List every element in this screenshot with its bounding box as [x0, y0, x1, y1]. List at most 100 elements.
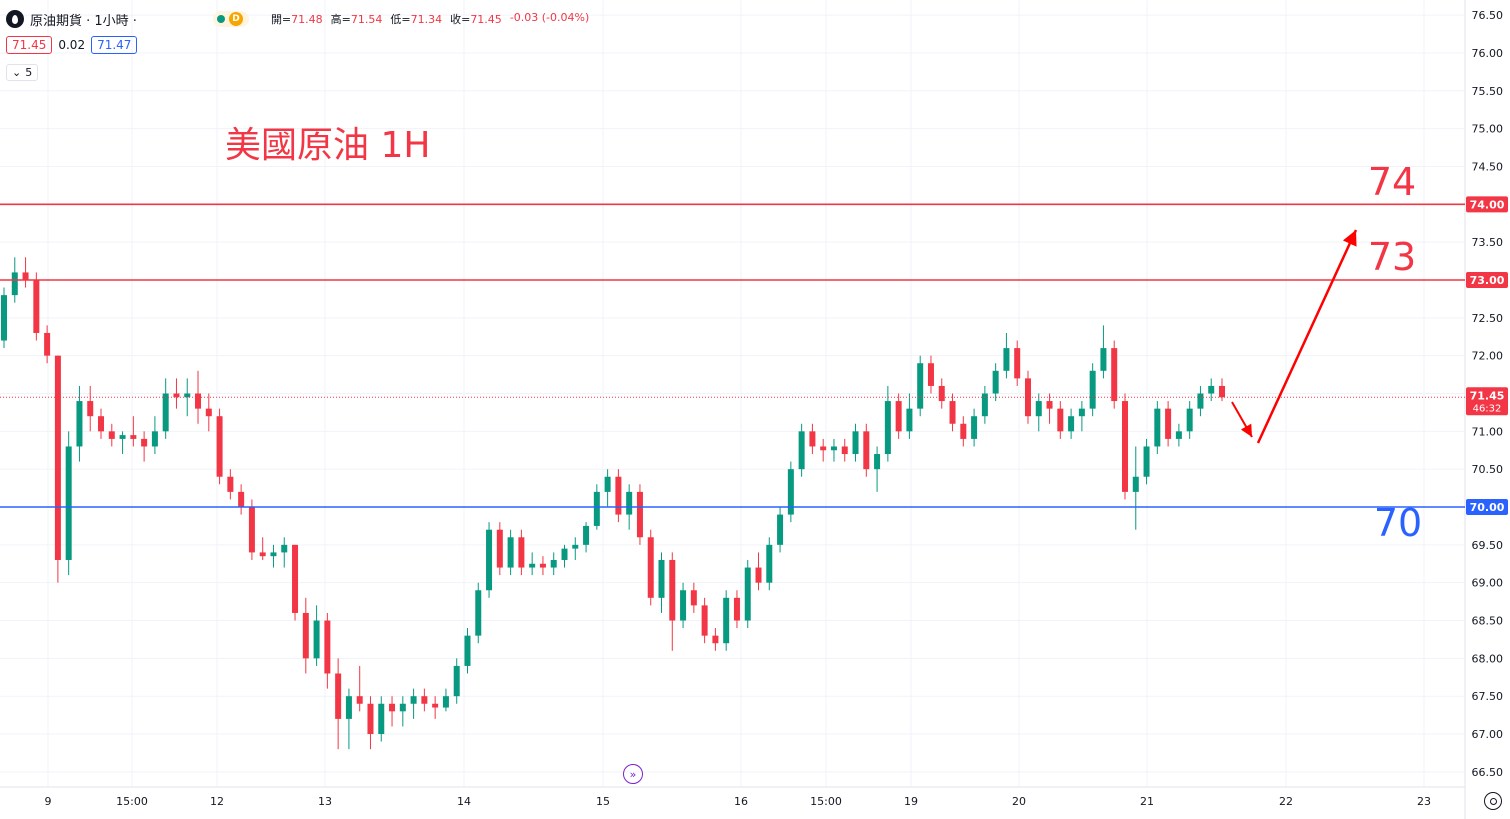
- candle-body: [475, 590, 482, 636]
- ohlc-close: 收=71.45: [450, 13, 502, 26]
- x-tick-label: 9: [45, 795, 52, 808]
- crude-oil-icon: [6, 10, 24, 28]
- candle-body: [539, 563, 546, 568]
- candle-body: [507, 537, 514, 568]
- goto-realtime-icon[interactable]: »: [623, 764, 643, 784]
- candle-body: [292, 544, 299, 613]
- candle-body: [669, 559, 676, 621]
- candle-body: [766, 544, 773, 583]
- market-status[interactable]: D: [212, 11, 249, 27]
- x-tick-label: 19: [904, 795, 918, 808]
- candle-body: [44, 332, 51, 356]
- buy-button[interactable]: 71.47: [91, 36, 138, 54]
- candle-body: [1, 295, 7, 341]
- x-tick-label: 21: [1140, 795, 1154, 808]
- candle-body: [87, 401, 94, 417]
- x-tick-label: 13: [318, 795, 332, 808]
- candle-body: [496, 529, 503, 568]
- candle-body: [1121, 401, 1128, 492]
- candle-body: [464, 635, 471, 666]
- candle-body: [151, 431, 158, 447]
- x-tick-label: 15:00: [116, 795, 148, 808]
- candle-body: [270, 552, 277, 557]
- candle-body: [238, 491, 245, 508]
- level-axis-label: 70.00: [1470, 501, 1505, 514]
- candle-body: [949, 401, 956, 424]
- y-tick-label: 68.00: [1472, 652, 1504, 665]
- candle-body: [162, 393, 169, 432]
- candle-body: [798, 431, 805, 470]
- y-tick-label: 69.00: [1472, 577, 1504, 590]
- indicators-toggle[interactable]: ⌄ 5: [6, 64, 39, 81]
- quote-panel: 71.45 0.02 71.47: [6, 36, 138, 54]
- chevron-down-icon: ⌄: [12, 66, 22, 79]
- candle-body: [33, 279, 40, 333]
- candle-body: [787, 469, 794, 515]
- data-badge: D: [228, 12, 243, 26]
- candle-body: [54, 355, 61, 560]
- candle-body: [453, 665, 460, 697]
- candle-body: [98, 416, 105, 432]
- candle-body: [356, 696, 363, 704]
- ohlc-low: 低=71.34: [390, 13, 443, 26]
- candle-body: [680, 590, 687, 621]
- up-arrow: [1256, 229, 1358, 444]
- symbol-title[interactable]: 原油期貨 · 1小時 ·: [30, 13, 137, 29]
- candle-body: [1014, 348, 1021, 379]
- candle-body: [335, 673, 342, 719]
- candle-body: [701, 605, 708, 636]
- ohlc-high: 高=71.54: [330, 13, 383, 26]
- y-tick-label: 67.50: [1472, 690, 1504, 703]
- candle-body: [830, 446, 837, 451]
- candle-body: [658, 559, 665, 598]
- candle-body: [744, 567, 751, 621]
- y-tick-label: 71.00: [1472, 425, 1504, 438]
- candle-body: [690, 590, 697, 606]
- candle-body: [755, 567, 762, 583]
- candle-body: [820, 446, 827, 451]
- candle-body: [1057, 408, 1064, 432]
- x-tick-label: 14: [457, 795, 471, 808]
- candle-body: [733, 597, 740, 621]
- gear-icon[interactable]: [1484, 792, 1502, 810]
- candle-body: [1089, 370, 1096, 409]
- candle-body: [1024, 378, 1031, 417]
- candle-body: [130, 435, 137, 439]
- y-tick-label: 73.50: [1472, 236, 1504, 249]
- candle-body: [874, 454, 881, 470]
- level-axis-badge: [1466, 271, 1508, 288]
- candle-body: [248, 507, 255, 553]
- y-tick-label: 74.50: [1472, 160, 1504, 173]
- level-annotation-70: 70: [1374, 501, 1422, 545]
- y-tick-label: 72.50: [1472, 312, 1504, 325]
- candle-body: [809, 431, 816, 447]
- candle-body: [1132, 476, 1139, 492]
- candle-body: [960, 423, 967, 439]
- candle-body: [1046, 401, 1053, 409]
- x-tick-label: 15:00: [810, 795, 842, 808]
- candle-body: [432, 703, 439, 708]
- sell-button[interactable]: 71.45: [6, 36, 53, 54]
- y-tick-label: 75.50: [1472, 85, 1504, 98]
- x-tick-label: 20: [1012, 795, 1026, 808]
- candle-body: [1186, 408, 1193, 432]
- candle-body: [583, 525, 590, 545]
- candle-body: [65, 446, 72, 560]
- candle-body: [1068, 416, 1075, 432]
- candle-body: [378, 703, 385, 735]
- candle-body: [302, 612, 309, 659]
- candle-body: [141, 438, 148, 447]
- candle-body: [442, 696, 449, 708]
- candle-body: [324, 620, 331, 674]
- market-open-icon: [216, 15, 225, 23]
- candle-body: [195, 393, 202, 409]
- candle-body: [11, 272, 18, 296]
- candle-body: [1003, 348, 1010, 371]
- candle-body: [561, 548, 568, 560]
- candle-body: [1078, 408, 1085, 417]
- candle-body: [626, 491, 633, 515]
- candle-body: [1219, 385, 1225, 398]
- x-tick-label: 16: [734, 795, 748, 808]
- candle-body: [1197, 393, 1204, 409]
